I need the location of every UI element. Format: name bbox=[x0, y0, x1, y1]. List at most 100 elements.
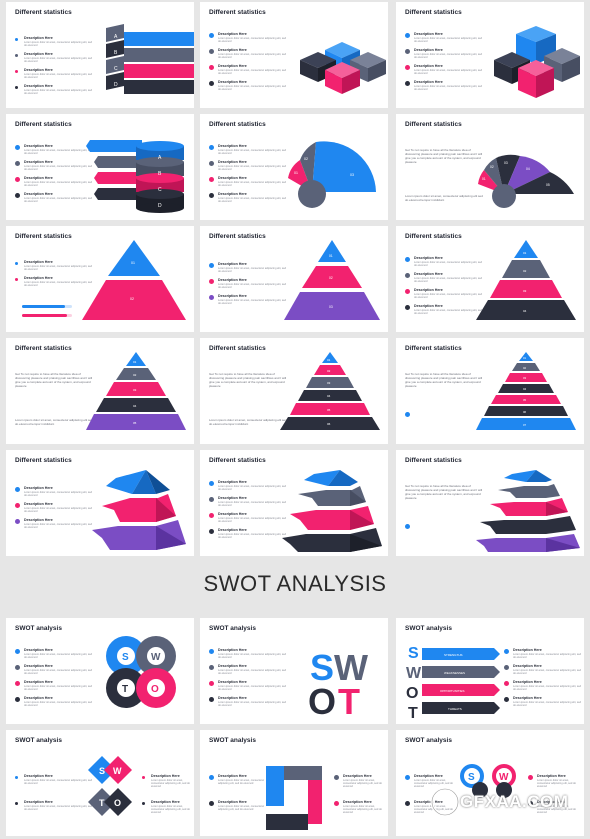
slide-stats-pyramid-three[interactable]: Different statistics Description Here Lor… bbox=[200, 226, 388, 332]
paragraph-2: Lorem ipsum dolor sit amet, consectetur … bbox=[209, 418, 287, 426]
svg-text:05: 05 bbox=[327, 408, 331, 412]
slide-swot-circles[interactable]: SWOT analysis Description Here Lorem ipsu… bbox=[6, 618, 194, 724]
svg-text:01: 01 bbox=[133, 360, 137, 364]
info-dot bbox=[405, 412, 410, 417]
slide-stats-cylinder[interactable]: Different statistics Description Here Lor… bbox=[6, 114, 194, 220]
svg-text:06: 06 bbox=[327, 422, 331, 426]
list-item: Description Here Lorem ipsum dolor sit am… bbox=[209, 680, 287, 696]
list-item: Description Here Lorem ipsum dolor sit am… bbox=[209, 176, 287, 192]
slide-stats-3d-pyramid-five[interactable]: Different statistics Get To not require … bbox=[396, 450, 584, 556]
svg-text:B: B bbox=[158, 171, 162, 177]
list-item: Description Here Lorem ipsum dolor sit am… bbox=[15, 144, 93, 160]
list-item: Description Here Lorem ipsum dolor sit am… bbox=[405, 64, 483, 80]
list-item: Description Here Lorem ipsum dolor sit am… bbox=[15, 502, 93, 518]
description-list: Description Here Lorem ipsum dolor sit am… bbox=[209, 32, 287, 96]
slide-title: Different statistics bbox=[405, 121, 462, 128]
svg-text:05: 05 bbox=[546, 183, 550, 187]
slide-stats-pyramid-six[interactable]: Different statistics Get To not require … bbox=[200, 338, 388, 444]
slide-title: Different statistics bbox=[405, 457, 462, 464]
svg-text:OPPORTUNITIES: OPPORTUNITIES bbox=[440, 689, 464, 693]
paragraph: Get To not require to have all the liter… bbox=[15, 372, 93, 388]
slide-title: Different statistics bbox=[15, 233, 72, 240]
description-list: Description Here Lorem ipsum dolor sit am… bbox=[209, 262, 287, 310]
list-item: Description Here Lorem ipsum dolor sit am… bbox=[405, 272, 483, 288]
swot-circles-graphic: S W T O bbox=[106, 636, 176, 708]
fan-chart-graphic: 01 02 03 04 05 bbox=[478, 154, 574, 208]
svg-text:02: 02 bbox=[130, 297, 134, 301]
list-item: Description Here Lorem ipsum dolor sit am… bbox=[15, 276, 93, 292]
watermark: GFXAA.COM bbox=[430, 780, 580, 824]
slide-stats-pyramid-seven[interactable]: Different statistics Get To not require … bbox=[396, 338, 584, 444]
pyramid-3d-graphic bbox=[282, 470, 382, 552]
list-item: Description Here Lorem ipsum dolor sit am… bbox=[209, 192, 287, 208]
svg-text:A: A bbox=[158, 155, 162, 161]
list-item: Description Here Lorem ipsum dolor sit am… bbox=[15, 518, 93, 534]
description-list: Description Here Lorem ipsum dolor sit am… bbox=[209, 144, 287, 208]
pyramid-graphic: 01 02 03 04 05 bbox=[86, 352, 186, 430]
svg-text:04: 04 bbox=[327, 394, 331, 398]
svg-text:01: 01 bbox=[327, 358, 331, 362]
slide-stats-3d-pyramid-four[interactable]: Different statistics Description Here Lor… bbox=[200, 450, 388, 556]
slide-stats-pyramid-four[interactable]: Different statistics Description Here Lor… bbox=[396, 226, 584, 332]
slide-stats-pyramid-two[interactable]: Different statistics Description Here Lor… bbox=[6, 226, 194, 332]
svg-text:02: 02 bbox=[133, 373, 137, 377]
svg-text:STRENGTHS: STRENGTHS bbox=[444, 653, 463, 657]
pyramid-graphic: 01 02 03 bbox=[284, 240, 380, 320]
svg-text:05: 05 bbox=[523, 398, 527, 402]
svg-text:W: W bbox=[113, 766, 122, 776]
slide-swot-ring-circles[interactable]: SWOT analysis Description Here Lorem ipsu… bbox=[396, 730, 584, 836]
slide-swot-frame[interactable]: SWOT analysis Description Here Lorem ipsu… bbox=[200, 730, 388, 836]
list-item: Description Here Lorem ipsum dolor sit am… bbox=[209, 144, 287, 160]
slide-stats-arrows[interactable]: Different statistics Description Here Lor… bbox=[6, 2, 194, 108]
cubes-graphic bbox=[300, 42, 386, 94]
svg-text:02: 02 bbox=[327, 369, 331, 373]
description-list: Description Here Lorem ipsum dolor sit am… bbox=[405, 256, 483, 320]
svg-text:T: T bbox=[99, 798, 105, 808]
svg-text:D: D bbox=[158, 203, 162, 209]
svg-text:W: W bbox=[334, 647, 368, 688]
slide-stats-pyramid-five[interactable]: Different statistics Get To not require … bbox=[6, 338, 194, 444]
list-item: Description Here Lorem ipsum dolor sit am… bbox=[209, 800, 265, 816]
slide-title: Different statistics bbox=[209, 233, 266, 240]
svg-text:03: 03 bbox=[504, 161, 508, 165]
slide-swot-banners[interactable]: SWOT analysis S W O T STRENGTHS WEAKNESS… bbox=[396, 618, 584, 724]
list-item: Description Here Lorem ipsum dolor sit am… bbox=[209, 80, 287, 96]
svg-text:C: C bbox=[158, 187, 162, 193]
svg-text:02: 02 bbox=[523, 269, 527, 273]
list-item: Description Here Lorem ipsum dolor sit am… bbox=[15, 664, 93, 680]
list-item: Description Here Lorem ipsum dolor sit am… bbox=[15, 774, 93, 800]
description-list-right: Description Here Lorem ipsum dolor sit am… bbox=[142, 774, 190, 816]
svg-text:W: W bbox=[499, 772, 509, 783]
list-item: Description Here Lorem ipsum dolor sit am… bbox=[209, 696, 287, 712]
svg-text:05: 05 bbox=[133, 421, 137, 425]
description-list-left: Description Here Lorem ipsum dolor sit am… bbox=[209, 774, 265, 816]
list-item: Description Here Lorem ipsum dolor sit am… bbox=[528, 774, 582, 800]
svg-text:S: S bbox=[122, 652, 129, 663]
slide-stats-cubes-three[interactable]: Different statistics Description Here Lor… bbox=[396, 2, 584, 108]
slide-title: SWOT analysis bbox=[209, 625, 256, 632]
list-item: Description Here Lorem ipsum dolor sit am… bbox=[209, 648, 287, 664]
list-item: Description Here Lorem ipsum dolor sit am… bbox=[405, 48, 483, 64]
list-item: Description Here Lorem ipsum dolor sit am… bbox=[405, 80, 483, 96]
list-item: Description Here Lorem ipsum dolor sit am… bbox=[15, 800, 93, 816]
list-item: Description Here Lorem ipsum dolor sit am… bbox=[405, 32, 483, 48]
slide-stats-fan-five[interactable]: Different statistics Get To not require … bbox=[396, 114, 584, 220]
list-item: Description Here Lorem ipsum dolor sit am… bbox=[405, 288, 483, 304]
arrow-steps-graphic: A B C D bbox=[106, 24, 194, 94]
slide-swot-letters[interactable]: SWOT analysis Description Here Lorem ipsu… bbox=[200, 618, 388, 724]
description-list-left: Description Here Lorem ipsum dolor sit am… bbox=[15, 774, 93, 816]
slide-stats-fan[interactable]: Different statistics Description Here Lor… bbox=[200, 114, 388, 220]
list-item: Description Here Lorem ipsum dolor sit am… bbox=[15, 486, 93, 502]
pyramid-3d-graphic bbox=[476, 470, 580, 552]
slide-title: Different statistics bbox=[209, 121, 266, 128]
paragraph: Get To not require to have all the liter… bbox=[209, 372, 287, 388]
list-item: Description Here Lorem ipsum dolor sit am… bbox=[209, 278, 287, 294]
list-item: Description Here Lorem ipsum dolor sit am… bbox=[209, 480, 287, 496]
watermark-logo-icon bbox=[430, 787, 460, 817]
slide-stats-cubes-four[interactable]: Different statistics Description Here Lor… bbox=[200, 2, 388, 108]
description-list-right: Description Here Lorem ipsum dolor sit am… bbox=[334, 774, 386, 816]
svg-text:04: 04 bbox=[526, 167, 530, 171]
svg-text:01: 01 bbox=[523, 356, 527, 360]
slide-stats-3d-pyramid-three[interactable]: Different statistics Description Here Lor… bbox=[6, 450, 194, 556]
slide-swot-diamonds[interactable]: SWOT analysis Description Here Lorem ipsu… bbox=[6, 730, 194, 836]
